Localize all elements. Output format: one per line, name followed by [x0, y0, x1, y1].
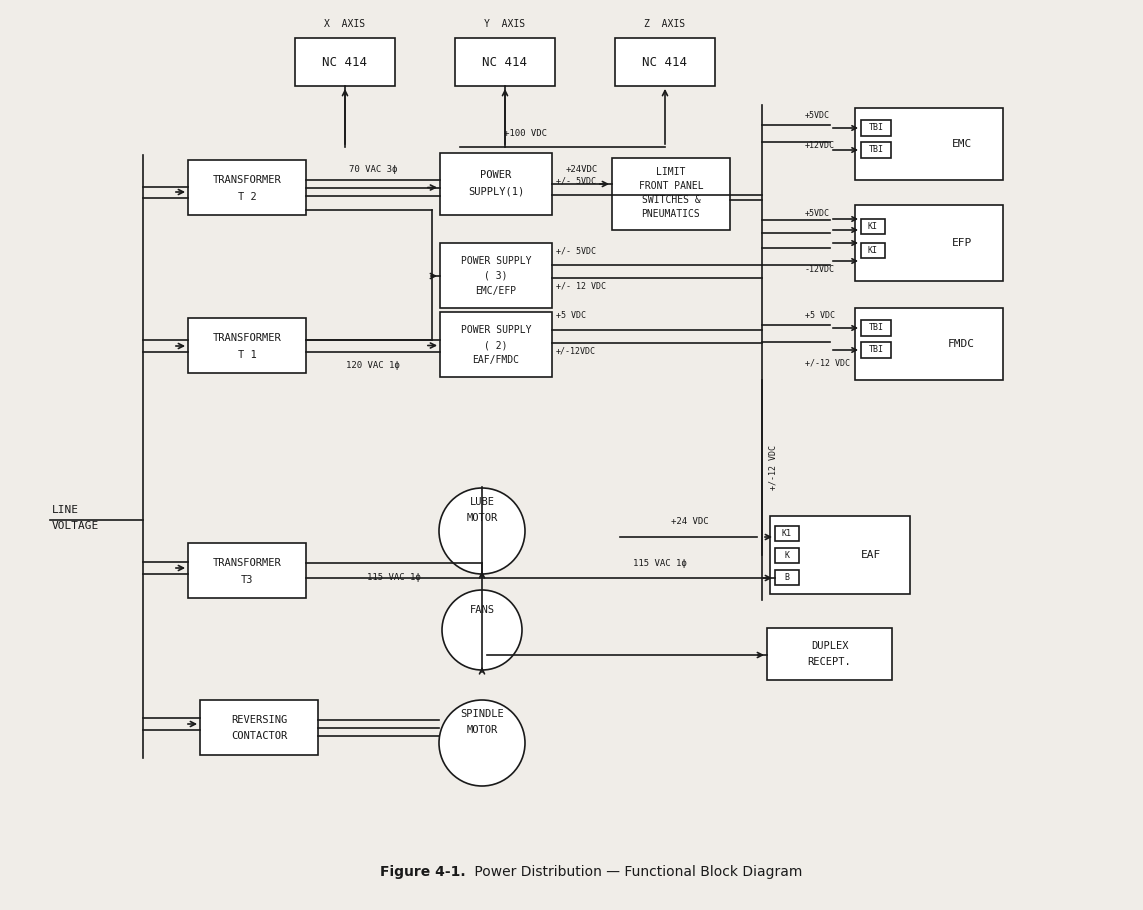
Text: KI: KI	[868, 222, 878, 231]
Bar	[615, 38, 716, 86]
Text: Z  AXIS: Z AXIS	[645, 19, 686, 29]
Bar	[775, 526, 799, 541]
Text: Y  AXIS: Y AXIS	[485, 19, 526, 29]
Bar	[855, 308, 1004, 380]
Text: NC 414: NC 414	[482, 56, 528, 68]
Text: POWER: POWER	[480, 170, 512, 180]
Text: K: K	[784, 551, 790, 560]
Text: EAF/FMDC: EAF/FMDC	[472, 355, 520, 365]
Text: +5 VDC: +5 VDC	[805, 311, 836, 320]
Text: MOTOR: MOTOR	[466, 513, 497, 523]
Bar	[861, 142, 892, 158]
Text: +24VDC: +24VDC	[566, 166, 598, 175]
Text: +5 VDC: +5 VDC	[555, 311, 586, 320]
Text: TBI: TBI	[869, 146, 884, 155]
Text: REVERSING: REVERSING	[231, 715, 287, 725]
Text: EAF: EAF	[861, 550, 881, 560]
Bar	[200, 700, 318, 755]
Text: 115 VAC 1ϕ: 115 VAC 1ϕ	[633, 560, 687, 569]
Text: T 1: T 1	[238, 350, 256, 360]
Text: TRANSFORMER: TRANSFORMER	[213, 333, 281, 343]
Text: TBI: TBI	[869, 346, 884, 355]
Bar	[187, 318, 306, 373]
Text: FRONT PANEL: FRONT PANEL	[639, 181, 703, 191]
Bar	[440, 153, 552, 215]
Text: EMC/EFP: EMC/EFP	[475, 286, 517, 296]
Text: DUPLEX: DUPLEX	[810, 641, 848, 651]
Bar	[187, 160, 306, 215]
Text: TBI: TBI	[869, 124, 884, 133]
Circle shape	[442, 590, 522, 670]
Bar	[861, 219, 885, 234]
Text: ( 3): ( 3)	[485, 271, 507, 281]
Text: +/- 5VDC: +/- 5VDC	[555, 247, 596, 256]
Text: CONTACTOR: CONTACTOR	[231, 731, 287, 741]
Bar	[295, 38, 395, 86]
Text: +100 VDC: +100 VDC	[504, 128, 547, 137]
Text: B: B	[784, 573, 790, 582]
Text: +/-12 VDC: +/-12 VDC	[768, 446, 777, 490]
Text: EFP: EFP	[951, 238, 972, 248]
Text: +/- 12 VDC: +/- 12 VDC	[555, 281, 606, 290]
Circle shape	[439, 700, 525, 786]
Bar	[612, 158, 730, 230]
Text: Power Distribution — Functional Block Diagram: Power Distribution — Functional Block Di…	[470, 865, 802, 879]
Text: 120 VAC 1ϕ: 120 VAC 1ϕ	[346, 361, 400, 370]
Bar	[187, 543, 306, 598]
Bar	[440, 243, 552, 308]
Text: EMC: EMC	[951, 139, 972, 149]
Text: +12VDC: +12VDC	[805, 141, 836, 150]
Text: X  AXIS: X AXIS	[325, 19, 366, 29]
Text: NC 414: NC 414	[642, 56, 687, 68]
Text: SPINDLE: SPINDLE	[461, 709, 504, 719]
Bar	[440, 312, 552, 377]
Circle shape	[439, 488, 525, 574]
Text: ( 2): ( 2)	[485, 340, 507, 350]
Text: FMDC: FMDC	[948, 339, 975, 349]
Text: TRANSFORMER: TRANSFORMER	[213, 175, 281, 185]
Text: 115 VAC 1ϕ: 115 VAC 1ϕ	[367, 572, 421, 581]
Text: TBI: TBI	[869, 323, 884, 332]
Text: +/-12VDC: +/-12VDC	[555, 347, 596, 356]
Text: +/-12 VDC: +/-12 VDC	[805, 359, 850, 368]
Bar	[770, 516, 910, 594]
Text: SWITCHES &: SWITCHES &	[641, 195, 701, 205]
Text: +24 VDC: +24 VDC	[671, 518, 709, 527]
Text: K1: K1	[782, 529, 792, 538]
Text: POWER SUPPLY: POWER SUPPLY	[461, 325, 531, 335]
Bar	[861, 342, 892, 358]
Bar	[775, 570, 799, 585]
Text: FANS: FANS	[470, 605, 495, 615]
Bar	[855, 205, 1004, 281]
Bar	[861, 120, 892, 136]
Text: T 2: T 2	[238, 192, 256, 202]
Text: +/- 5VDC: +/- 5VDC	[555, 177, 596, 186]
Text: +5VDC: +5VDC	[805, 112, 830, 120]
Bar	[767, 628, 892, 680]
Text: -12VDC: -12VDC	[805, 266, 836, 275]
Text: KI: KI	[868, 246, 878, 255]
Bar	[861, 243, 885, 258]
Text: POWER SUPPLY: POWER SUPPLY	[461, 256, 531, 266]
Text: RECEPT.: RECEPT.	[808, 657, 852, 667]
Text: LUBE: LUBE	[470, 497, 495, 507]
Bar	[775, 548, 799, 563]
Text: VOLTAGE: VOLTAGE	[51, 521, 99, 531]
Text: 70 VAC 3ϕ: 70 VAC 3ϕ	[349, 165, 397, 174]
Text: LIMIT: LIMIT	[656, 167, 686, 177]
Bar	[861, 320, 892, 336]
Text: LINE: LINE	[51, 505, 79, 515]
Bar	[455, 38, 555, 86]
Text: +5VDC: +5VDC	[805, 208, 830, 217]
Text: MOTOR: MOTOR	[466, 725, 497, 735]
Text: SUPPLY(1): SUPPLY(1)	[467, 186, 525, 196]
Text: NC 414: NC 414	[322, 56, 368, 68]
Text: T3: T3	[241, 575, 254, 585]
Bar	[855, 108, 1004, 180]
Text: Figure 4-1.: Figure 4-1.	[379, 865, 465, 879]
Text: TRANSFORMER: TRANSFORMER	[213, 558, 281, 568]
Text: PNEUMATICS: PNEUMATICS	[641, 209, 701, 219]
